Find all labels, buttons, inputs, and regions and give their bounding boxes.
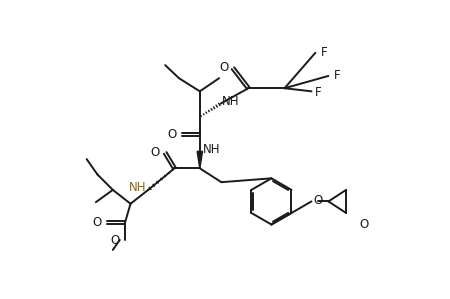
Text: O: O (151, 147, 160, 159)
Text: O: O (93, 216, 102, 229)
Text: F: F (334, 69, 341, 82)
Text: O: O (167, 128, 177, 141)
Polygon shape (197, 151, 202, 168)
Text: O: O (359, 218, 369, 231)
Text: F: F (315, 86, 322, 99)
Text: O: O (314, 194, 323, 207)
Text: F: F (321, 45, 327, 59)
Text: NH: NH (222, 95, 240, 108)
Text: NH: NH (129, 181, 147, 194)
Text: O: O (219, 61, 228, 74)
Text: O: O (111, 234, 120, 247)
Text: NH: NH (203, 143, 220, 156)
